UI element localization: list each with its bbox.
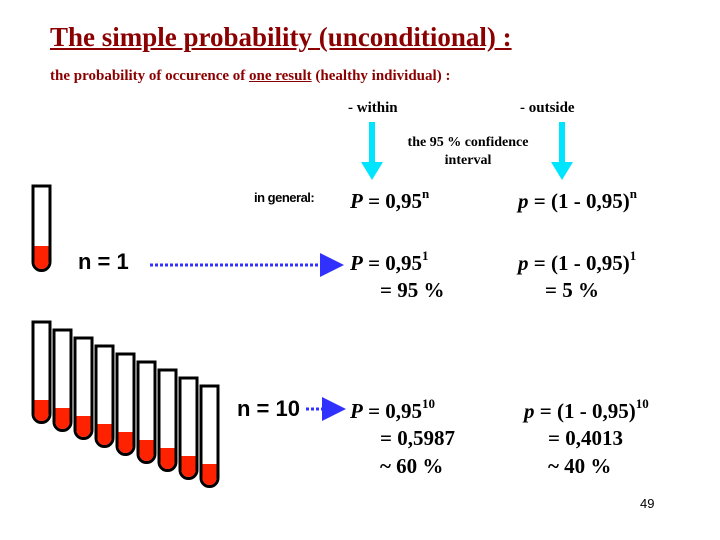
n1-P-result: = 95 %: [380, 278, 445, 302]
general-p-formula: p = (1 - 0,95)n: [518, 186, 637, 214]
n1-P-formula: P = 0,951: [350, 248, 429, 276]
n10-label: n = 10: [237, 396, 300, 421]
n1-P-expression: = 0,95: [362, 251, 423, 275]
test-tube-icon: [73, 336, 94, 440]
test-tube-icon: [52, 328, 73, 432]
n1-p-exponent: 1: [629, 248, 637, 263]
general-p-exponent: n: [629, 186, 637, 201]
n10-p-symbol: p: [524, 399, 535, 423]
general-p-symbol: p: [518, 189, 529, 213]
n1-p-expression: = (1 - 0,95): [528, 251, 630, 275]
page-number: 49: [640, 496, 655, 511]
test-tube-icon: [94, 344, 115, 448]
n1-p-formula: p = (1 - 0,95)1: [518, 248, 637, 276]
test-tube-icon: [178, 376, 199, 480]
n10-P-expression: = 0,95: [362, 399, 423, 423]
ci-label-line-1: the 95 % confidence: [407, 135, 529, 150]
n1-p-symbol: p: [518, 251, 529, 275]
general-label: in general:: [254, 190, 315, 205]
n10-p-result-2: ~ 40 %: [548, 454, 612, 478]
n10-P-result-1: = 0,5987: [380, 426, 455, 450]
general-P-symbol: P: [350, 189, 363, 213]
general-P-exponent: n: [422, 186, 430, 201]
n10-P-formula: P = 0,9510: [350, 396, 436, 424]
n1-P-symbol: P: [350, 251, 363, 275]
general-P-expression: = 0,95: [362, 189, 423, 213]
n10-p-exponent: 10: [635, 396, 649, 411]
single-test-tube-icon: [31, 184, 52, 272]
test-tube-icon: [157, 368, 178, 472]
column-outside-label: - outside: [520, 100, 575, 116]
n10-p-formula: p = (1 - 0,95)10: [524, 396, 649, 424]
subtitle-text-after: (healthy individual) :: [311, 68, 451, 84]
slide-subtitle: the probability of occurence of one resu…: [50, 68, 450, 85]
n10-p-result-1: = 0,4013: [548, 426, 623, 450]
column-within-label: - within: [348, 100, 398, 116]
n10-P-result-2: ~ 60 %: [380, 454, 444, 478]
subtitle-text-before: the probability of occurence of: [50, 68, 250, 84]
general-p-expression: = (1 - 0,95): [528, 189, 630, 213]
confidence-interval-label: the 95 % confidence interval: [388, 134, 548, 170]
within-arrow-icon: [361, 122, 383, 180]
tube-stack-icon: [31, 320, 220, 488]
slide-title: The simple probability (unconditional) :: [50, 22, 512, 52]
n1-label: n = 1: [78, 249, 129, 274]
outside-arrow-icon: [551, 122, 573, 180]
test-tube-icon: [136, 360, 157, 464]
n10-P-exponent: 10: [422, 396, 436, 411]
test-tube-icon: [199, 384, 220, 488]
general-P-formula: P = 0,95n: [350, 186, 430, 214]
n1-P-exponent: 1: [422, 248, 429, 263]
subtitle-text-underlined: one result: [249, 68, 312, 84]
test-tube-icon: [31, 320, 52, 424]
test-tube-icon: [115, 352, 136, 456]
n1-p-result: = 5 %: [545, 278, 599, 302]
n10-p-expression: = (1 - 0,95): [534, 399, 636, 423]
n10-P-symbol: P: [350, 399, 363, 423]
ci-label-line-2: interval: [444, 153, 492, 168]
